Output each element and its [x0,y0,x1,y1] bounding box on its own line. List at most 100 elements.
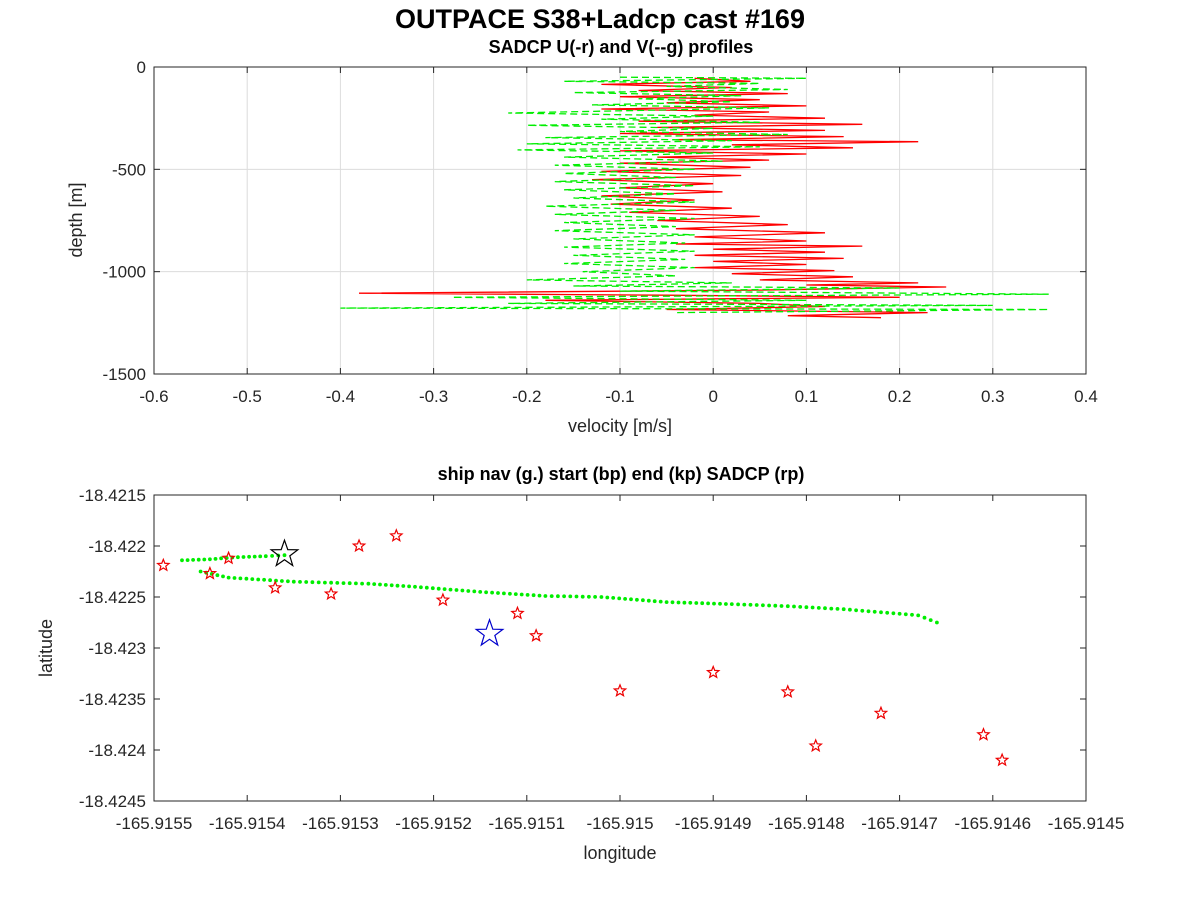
sadcp-point-star [510,605,525,620]
sadcp-point-star [202,565,218,580]
ship-nav-point [407,584,411,589]
ship-nav-point [670,600,675,605]
sadcp-point-star [976,727,991,741]
sadcp-point-star [267,580,283,594]
ship-nav-point [860,608,865,613]
sadcp-point-star [612,683,628,698]
ship-nav-point [866,609,871,614]
ship-nav-point [562,594,566,599]
nav-y-tick-label: -18.4225 [79,588,146,607]
ship-nav-point [513,592,518,596]
ship-nav-point [761,603,765,608]
ship-nav-point [310,580,315,585]
v-profile-line [340,76,1049,314]
sadcp-point-star [528,628,544,642]
ship-nav-point [282,553,287,558]
nav-x-tick-label: -165.9147 [861,814,938,833]
nav-ticks: -165.9155 -165.9154 -165.9153 -165.9152 -165… [79,486,1124,833]
nav-y-tick-label: -18.4245 [79,792,146,811]
nav-x-tick-label: -165.9145 [1048,814,1125,833]
ship-nav-point [652,599,657,604]
ship-nav-point [897,611,902,616]
ship-nav-point [903,612,908,617]
ship-nav-point [658,599,663,604]
ship-nav-point [329,580,333,585]
nav-chart: ship nav (g.) start (bp) end (kp) SADCP … [36,464,1124,863]
ship-nav-point [593,595,597,599]
ship-nav-point [430,586,435,591]
ship-nav-point [270,554,274,558]
ship-nav-point [466,589,471,593]
ship-nav-point [221,574,225,579]
ship-nav-point [378,582,382,587]
ship-nav-point [611,596,616,600]
ship-nav-point [196,557,201,562]
ship-nav-point [323,580,327,585]
ship-nav-point [226,575,231,580]
ship-nav-point [250,577,255,581]
profile-series [340,76,1049,319]
ship-nav-point [646,598,651,603]
ship-nav-point [785,604,790,609]
profile-x-tick-label: 0.3 [981,387,1005,406]
ship-nav-point [252,554,257,559]
ship-nav-point [885,610,890,615]
ship-nav-point [335,581,340,585]
ship-nav-point [773,603,778,608]
nav-x-tick-label: -165.9148 [768,814,845,833]
ship-nav-point [286,579,290,584]
ship-nav-point [848,607,852,612]
ship-nav-point [872,609,877,614]
sadcp-point-star [156,557,171,572]
sadcp-point-star [351,538,367,553]
ship-nav-point [736,602,740,607]
ship-nav-point [835,607,840,611]
nav-x-tick-label: -165.9151 [489,814,566,833]
ship-nav-point [316,580,321,585]
profile-x-tick-label: -0.5 [233,387,262,406]
ship-nav-point [922,615,927,620]
ship-nav-point [198,569,203,574]
nav-x-tick-label: -165.9152 [395,814,472,833]
ship-nav-point [304,580,309,584]
ship-nav-point [419,585,423,590]
ship-nav-point [664,600,669,604]
profile-y-tick-label: -1500 [103,365,146,384]
ship-nav-point [879,610,883,615]
profile-x-tick-label: 0 [708,387,717,406]
ship-nav-point [502,591,506,596]
ship-nav-point [841,607,846,612]
ship-nav-point [213,557,218,561]
ship-nav-point [215,573,220,578]
ship-nav-point [617,596,622,601]
ship-nav-point [508,591,512,596]
nav-y-tick-label: -18.422 [88,537,146,556]
end-star-marker [474,617,505,647]
profile-y-tick-label: -1000 [103,263,146,282]
profile-y-tick-label: -500 [112,160,146,179]
ship-nav-point [587,594,591,599]
ship-nav-point [779,604,784,608]
ship-nav-point [641,598,645,603]
ship-nav-point [436,586,441,591]
ship-nav-point [263,554,268,559]
ship-nav-point [792,604,796,609]
nav-x-tick-label: -165.9146 [955,814,1032,833]
ship-nav-point [262,577,266,582]
ship-nav-point [442,587,447,591]
ship-nav-point [891,611,896,616]
ship-nav-point [676,600,681,605]
profile-y-tick-label: 0 [137,58,146,77]
ship-nav-point [208,557,212,562]
ship-nav-point [767,603,771,608]
profile-ticks: -0.6 -0.5 -0.4 -0.3 -0.2 -0.1 0 0.1 0.2 0.3 0.4 0 -5… [103,58,1098,406]
ship-nav-point [424,585,429,590]
nav-x-axis-label: longitude [583,843,656,863]
ship-nav-point [623,597,627,601]
ship-nav-point [401,584,406,588]
ship-nav-point [448,587,453,592]
nav-marks [156,528,1010,767]
ship-nav-point [531,593,536,598]
profile-x-tick-label: -0.1 [605,387,634,406]
ship-nav-point [694,601,699,605]
